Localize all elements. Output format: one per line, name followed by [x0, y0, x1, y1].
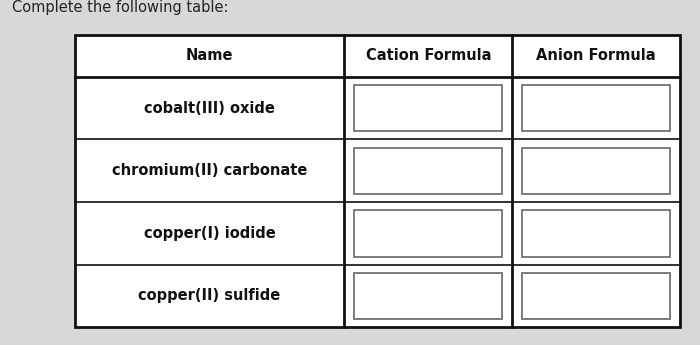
Bar	[522, 210, 670, 256]
Text: copper(II) sulfide: copper(II) sulfide	[139, 288, 281, 303]
Text: cobalt(III) oxide: cobalt(III) oxide	[144, 101, 275, 116]
Bar	[75, 35, 680, 327]
Bar	[522, 148, 670, 194]
Bar	[354, 210, 503, 256]
Bar	[522, 85, 670, 131]
Text: copper(I) iodide: copper(I) iodide	[144, 226, 276, 241]
Bar	[354, 85, 503, 131]
Text: Name: Name	[186, 49, 233, 63]
Text: chromium(II) carbonate: chromium(II) carbonate	[112, 163, 307, 178]
Bar	[354, 148, 503, 194]
Text: Cation Formula: Cation Formula	[365, 49, 491, 63]
Text: Anion Formula: Anion Formula	[536, 49, 656, 63]
Bar	[75, 35, 680, 327]
Text: Complete the following table:: Complete the following table:	[12, 0, 228, 15]
Bar	[522, 273, 670, 319]
Bar	[354, 273, 503, 319]
